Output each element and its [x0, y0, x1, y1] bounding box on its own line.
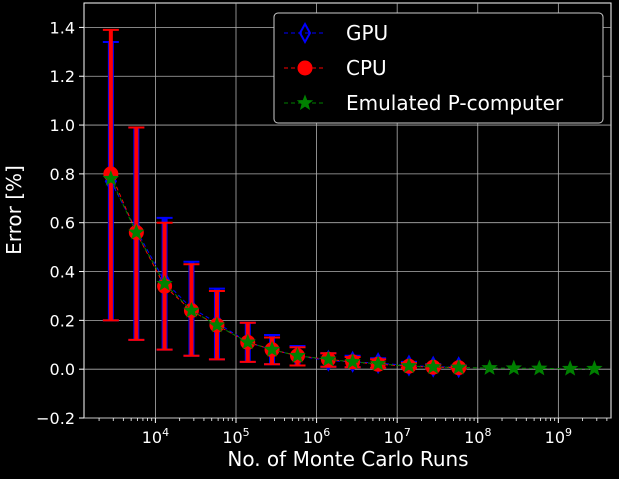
data-point — [425, 358, 442, 374]
y-tick-label: 0.8 — [50, 165, 75, 184]
data-point — [561, 360, 579, 376]
x-tick-label: 107 — [383, 426, 410, 447]
data-point — [263, 341, 281, 357]
data-point — [183, 301, 200, 318]
data-point — [369, 355, 387, 371]
legend: GPU CPU Emulated P-computer — [273, 12, 604, 124]
data-point — [481, 359, 498, 375]
data-point — [450, 358, 467, 375]
x-minor-ticks — [98, 418, 608, 421]
series-layer — [102, 28, 603, 379]
x-axis-ticks: 104 105 106 107 108 109 — [142, 418, 572, 447]
data-point — [400, 357, 418, 373]
y-axis-ticks: −0.2 0.0 0.2 0.4 0.6 0.8 1.0 1.2 1.4 — [36, 18, 84, 428]
legend-label: Emulated P-computer — [346, 91, 564, 115]
data-point — [128, 223, 145, 240]
data-point — [320, 350, 337, 367]
legend-entry: CPU — [284, 56, 387, 80]
series-emulated-p-computer — [102, 170, 603, 376]
y-tick-label: 1.4 — [50, 18, 75, 37]
x-tick-label: 109 — [545, 426, 572, 447]
x-tick-label: 105 — [222, 426, 249, 447]
legend-marker — [297, 60, 313, 76]
x-tick-label: 104 — [142, 426, 169, 447]
y-tick-label: 0.2 — [50, 311, 75, 330]
legend-label: GPU — [346, 21, 388, 45]
legend-box — [273, 12, 604, 124]
data-point — [239, 333, 256, 350]
data-point — [208, 316, 226, 333]
y-tick-label: 0.4 — [50, 263, 75, 282]
y-tick-label: 0.0 — [50, 360, 75, 379]
legend-label: CPU — [346, 56, 387, 80]
y-axis-label: Error [%] — [2, 165, 26, 255]
data-point — [156, 275, 173, 291]
x-tick-label: 106 — [303, 426, 330, 447]
legend-marker — [298, 21, 312, 45]
x-tick-label: 108 — [464, 426, 491, 447]
x-axis-label: No. of Monte Carlo Runs — [227, 447, 468, 471]
y-tick-label: −0.2 — [36, 409, 75, 428]
y-tick-label: 0.6 — [50, 214, 75, 233]
y-tick-label: 1.2 — [50, 67, 75, 86]
y-tick-label: 1.0 — [50, 116, 75, 135]
data-point — [289, 347, 306, 363]
data-point — [586, 360, 603, 376]
data-point — [531, 359, 548, 376]
legend-marker — [296, 94, 314, 110]
data-point — [344, 353, 361, 369]
legend-entry: GPU — [284, 21, 388, 45]
data-point — [505, 359, 523, 376]
legend-entry: Emulated P-computer — [284, 91, 564, 115]
data-point — [102, 170, 120, 186]
